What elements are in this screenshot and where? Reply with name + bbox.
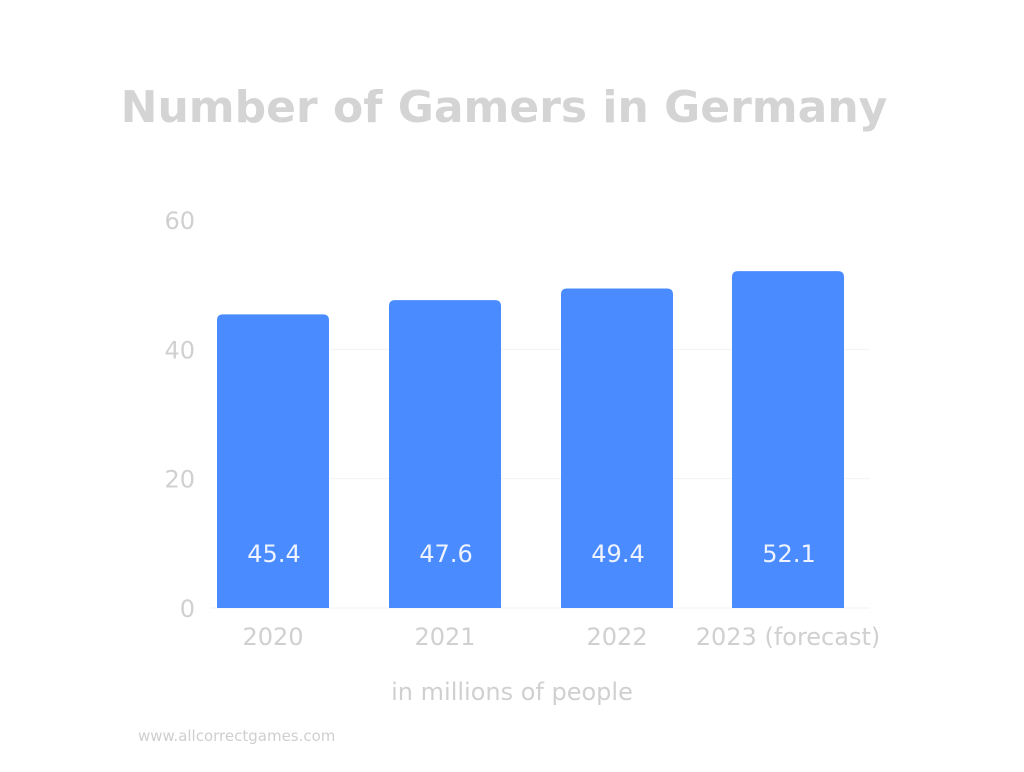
bar-value-label: 49.4 — [591, 540, 644, 568]
bar — [389, 300, 501, 608]
source-footer: www.allcorrectgames.com — [138, 727, 335, 745]
y-tick-label: 40 — [164, 336, 195, 364]
x-tick-label: 2022 — [586, 623, 647, 651]
x-tick-label: 2021 — [414, 623, 475, 651]
x-tick-label: 2023 (forecast) — [696, 623, 881, 651]
bar — [732, 271, 844, 608]
bar-value-label: 47.6 — [419, 540, 472, 568]
y-tick-label: 60 — [164, 207, 195, 235]
bar-value-label: 45.4 — [247, 540, 300, 568]
bar — [217, 314, 329, 608]
x-axis-label: in millions of people — [391, 678, 633, 706]
chart-title: Number of Gamers in Germany — [121, 82, 888, 133]
y-tick-label: 0 — [180, 595, 195, 623]
bars: 45.4 47.6 49.4 52.1 — [217, 271, 844, 608]
bar — [561, 288, 673, 608]
bar-value-label: 52.1 — [762, 540, 815, 568]
y-tick-label: 20 — [164, 466, 195, 494]
x-axis-ticks: 2020 2021 2022 2023 (forecast) — [242, 623, 880, 651]
x-tick-label: 2020 — [242, 623, 303, 651]
y-axis-ticks: 0 20 40 60 — [164, 207, 195, 623]
